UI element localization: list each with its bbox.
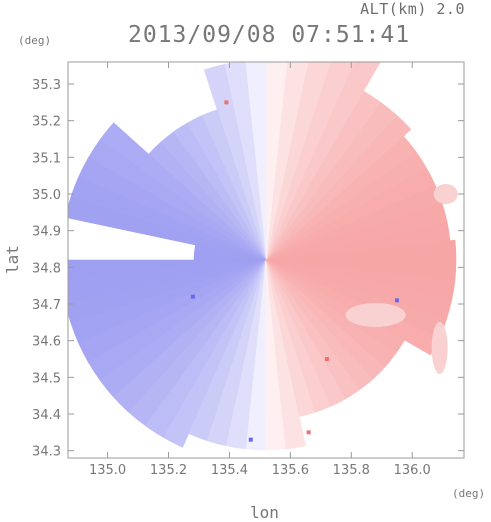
- x-axis: 135.0 135.2 135.4 135.6 135.8 136.0: [89, 62, 431, 478]
- velocity-sector: [265, 259, 457, 281]
- x-tick-label: 135.4: [211, 463, 248, 478]
- x-tick-label: 135.2: [150, 463, 187, 478]
- echo-patch: [431, 322, 448, 374]
- velocity-sector: [163, 259, 267, 448]
- lon-unit-label: (deg): [452, 487, 486, 500]
- y-tick-label: 35.3: [32, 78, 61, 93]
- x-tick-label: 135.6: [272, 463, 309, 478]
- velocity-sector: [265, 62, 288, 261]
- echo-speckle: [306, 430, 311, 435]
- echo-patch: [433, 184, 458, 204]
- y-tick-label: 34.7: [32, 298, 61, 313]
- x-tick-label: 136.0: [394, 463, 431, 478]
- velocity-sector: [265, 62, 309, 261]
- echo-speckle: [224, 100, 229, 105]
- x-tick-label: 135.8: [333, 463, 370, 478]
- echo-speckle: [190, 294, 195, 299]
- velocity-sector: [203, 64, 267, 261]
- velocity-sector: [265, 62, 331, 261]
- velocity-sector: [265, 62, 355, 261]
- lat-unit-label: (deg): [18, 34, 52, 47]
- altitude-label: ALT(km) 2.0: [360, 0, 465, 18]
- y-tick-label: 34.8: [32, 261, 61, 276]
- y-tick-label: 34.4: [32, 408, 61, 423]
- timestamp-title: 2013/09/08 07:51:41: [128, 22, 411, 48]
- y-tick-label: 35.1: [32, 151, 61, 166]
- y-tick-label: 34.6: [32, 335, 61, 350]
- x-tick-label: 135.0: [89, 463, 126, 478]
- y-tick-label: 35.2: [32, 115, 61, 130]
- y-tick-label: 35.0: [32, 188, 61, 203]
- plot-frame: [67, 61, 465, 459]
- velocity-sector: [68, 196, 267, 261]
- y-axis: 34.3 34.4 34.5 34.6 34.7 34.8 34.9 35.0 35.1 35.2…: [32, 78, 464, 460]
- echo-speckle: [324, 357, 329, 361]
- radar-echo-region: [68, 62, 458, 451]
- echo-speckle: [248, 437, 253, 442]
- y-tick-label: 34.3: [32, 445, 61, 460]
- velocity-sector: [265, 62, 381, 261]
- echo-speckle: [394, 298, 399, 303]
- y-tick-label: 34.5: [32, 371, 61, 386]
- echo-patch: [345, 303, 406, 327]
- x-axis-label: lon: [250, 503, 279, 522]
- y-tick-label: 34.9: [32, 225, 61, 240]
